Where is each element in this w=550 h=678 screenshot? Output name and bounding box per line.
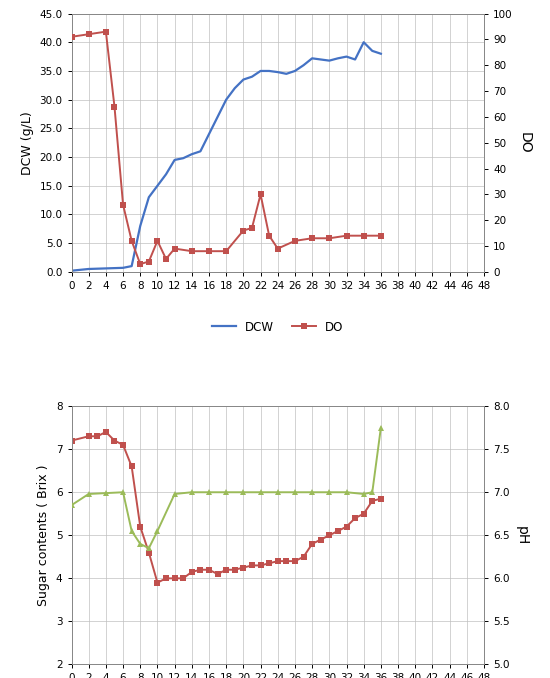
Y-axis label: DO: DO	[518, 132, 532, 153]
Y-axis label: DCW (g/L): DCW (g/L)	[21, 111, 34, 174]
Y-axis label: Sugar contents ( Brix ): Sugar contents ( Brix )	[37, 464, 50, 606]
Y-axis label: pH: pH	[515, 525, 529, 545]
Legend: DCW, DO: DCW, DO	[207, 316, 348, 338]
